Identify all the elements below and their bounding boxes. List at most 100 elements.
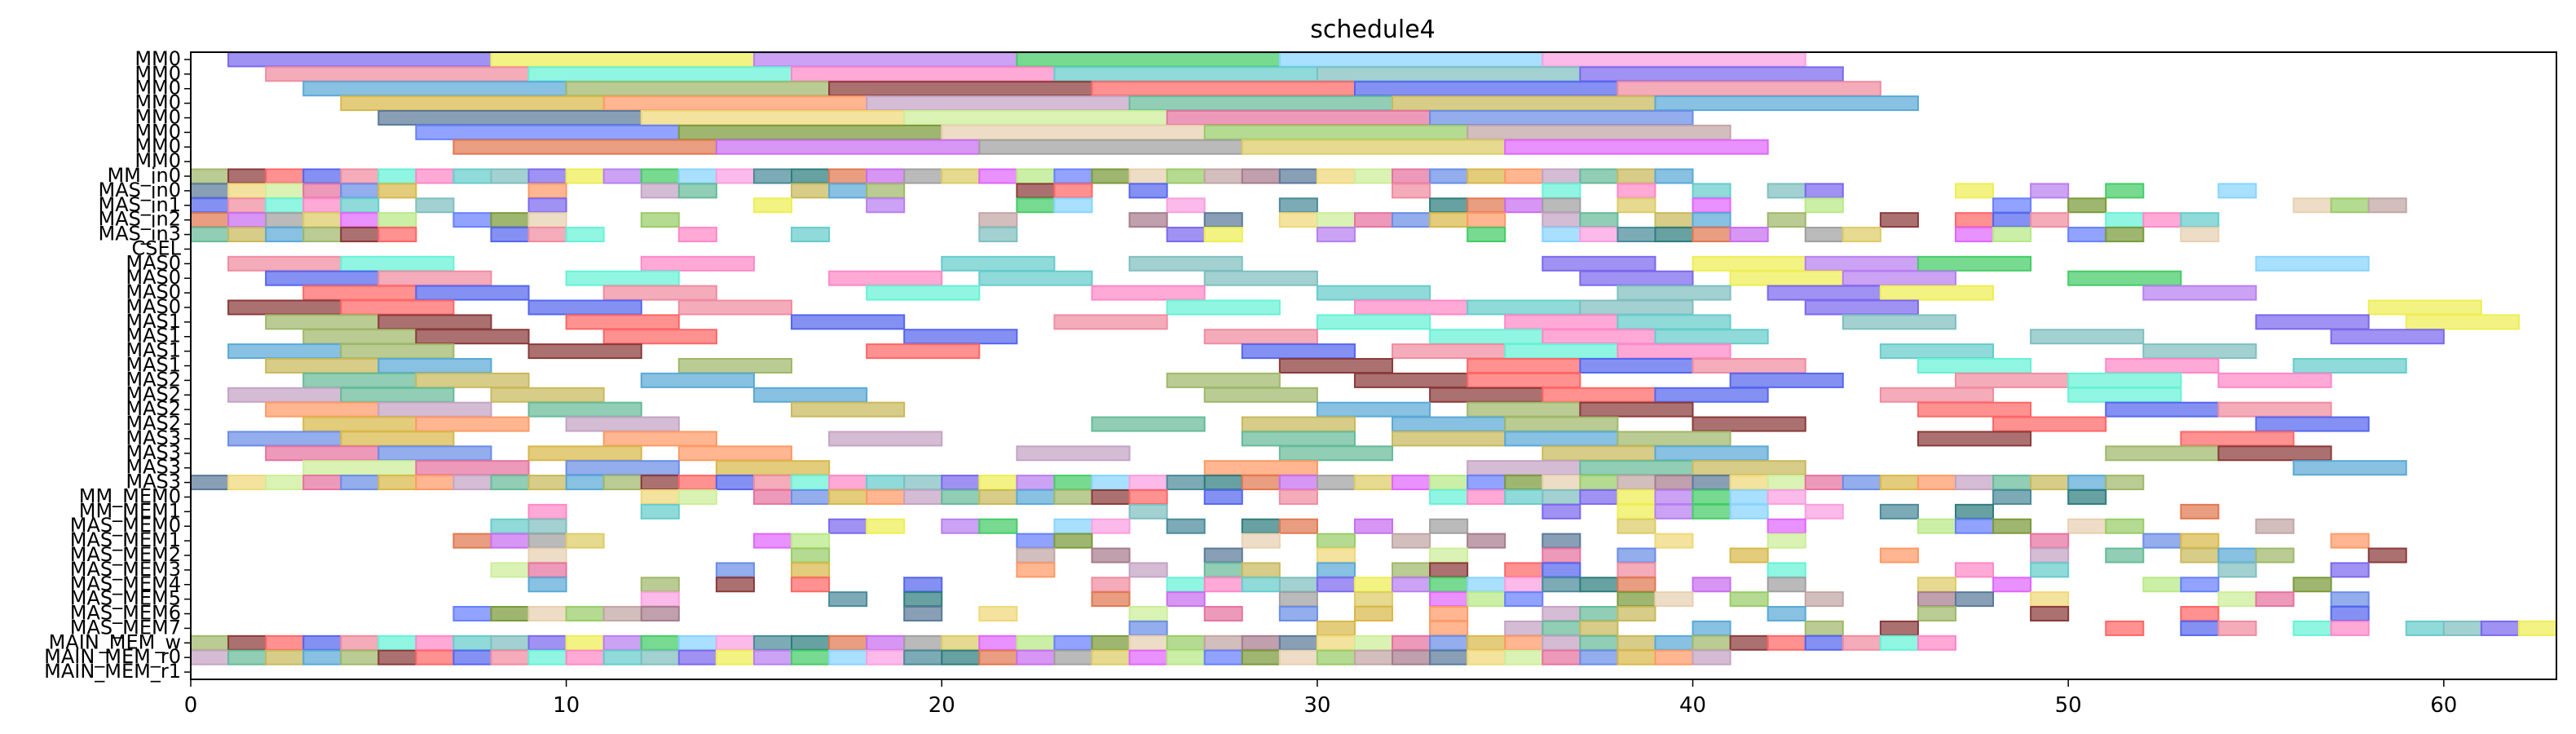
task-bar — [1429, 329, 1544, 345]
task-bar — [602, 168, 642, 184]
task-bar — [527, 547, 567, 564]
task-bar — [415, 635, 455, 651]
task-bar — [1729, 372, 1844, 388]
task-bar — [828, 649, 868, 665]
task-bar — [1804, 635, 1844, 651]
task-bar — [941, 475, 981, 491]
task-bar — [1579, 358, 1694, 374]
task-bar — [1203, 489, 1243, 505]
task-bar — [1579, 475, 1619, 491]
task-bar — [2255, 547, 2295, 564]
task-bar — [640, 649, 680, 665]
task-bar — [866, 183, 906, 199]
task-bar — [1128, 620, 1168, 636]
task-bar — [302, 649, 342, 665]
task-bar — [640, 591, 680, 608]
task-bar — [1203, 387, 1318, 403]
task-bar — [377, 445, 492, 462]
task-bar — [1467, 475, 1506, 491]
task-bar — [1954, 227, 1995, 243]
task-bar — [1504, 562, 1544, 578]
task-bar — [1917, 591, 1956, 608]
task-bar — [415, 372, 530, 388]
task-bar — [2067, 387, 2182, 403]
task-bar — [1053, 533, 1093, 549]
task-bar — [2217, 620, 2257, 636]
y-tick-label: MAS_MEM1 — [70, 528, 181, 551]
task-bar — [1917, 475, 1956, 491]
task-bar — [640, 577, 680, 593]
task-bar — [1504, 197, 1544, 214]
y-tick-label: MM_MEM1 — [79, 499, 181, 522]
task-bar — [1617, 343, 1731, 360]
task-bar — [2330, 606, 2370, 622]
task-bar — [2292, 197, 2332, 214]
x-tick-label: 60 — [2430, 693, 2457, 718]
task-bar — [1842, 227, 1881, 243]
task-bar — [1767, 518, 1806, 534]
task-bar — [2030, 212, 2070, 228]
task-bar — [527, 183, 567, 199]
task-bar — [340, 649, 380, 665]
x-tick-label: 10 — [553, 693, 580, 718]
task-bar — [1917, 518, 1956, 534]
task-bar — [941, 255, 1056, 272]
task-bar — [640, 255, 755, 272]
task-bar — [1241, 431, 1356, 447]
task-bar — [340, 387, 455, 403]
task-bar — [828, 183, 868, 199]
task-bar — [602, 475, 642, 491]
task-bar — [2405, 314, 2520, 330]
task-bar — [602, 95, 868, 112]
task-bar — [1467, 649, 1506, 665]
task-bar — [1241, 416, 1356, 432]
task-bar — [1392, 416, 1506, 432]
task-bar — [190, 635, 230, 651]
task-bar — [190, 183, 230, 199]
task-bar — [1353, 649, 1394, 665]
task-bar — [1692, 577, 1731, 593]
task-bar — [1617, 547, 1656, 564]
task-bar — [2255, 416, 2370, 432]
task-bar — [340, 212, 380, 228]
task-bar — [1392, 168, 1431, 184]
task-bar — [1016, 533, 1056, 549]
task-bar — [1654, 635, 1694, 651]
task-bar — [302, 475, 342, 491]
task-bar — [1053, 489, 1093, 505]
task-bar — [490, 649, 530, 665]
y-tick-label: MAS_MEM3 — [70, 558, 181, 581]
task-bar — [1091, 518, 1131, 534]
y-axis-ticks: MM0MM0MM0MM0MM0MM0MM0MM0MM_in0MAS_in0MAS… — [44, 47, 191, 683]
task-bar — [903, 649, 943, 665]
task-bar — [1203, 168, 1243, 184]
task-bar — [791, 314, 906, 330]
task-bar — [602, 635, 642, 651]
task-bar — [1429, 606, 1469, 622]
task-bar — [302, 212, 342, 228]
task-bar — [1091, 591, 1131, 608]
task-bar — [1842, 475, 1881, 491]
task-bar — [1617, 81, 1881, 97]
task-bar — [903, 329, 1018, 345]
task-bar — [1804, 475, 1844, 491]
task-bar — [866, 649, 906, 665]
task-bar — [2030, 606, 2070, 622]
task-bar — [1542, 197, 1581, 214]
task-bar — [1654, 503, 1694, 520]
task-bar — [1091, 489, 1131, 505]
task-bar — [415, 475, 455, 491]
x-tick-label: 30 — [1303, 693, 1330, 718]
task-bar — [715, 475, 755, 491]
task-bar — [227, 227, 267, 243]
task-bar — [1353, 212, 1394, 228]
task-bar — [2105, 183, 2145, 199]
task-bar — [565, 270, 680, 286]
task-bar — [1392, 533, 1431, 549]
y-tick-label: MAS_MEM7 — [70, 616, 181, 639]
task-bar — [1278, 212, 1318, 228]
task-bar — [1542, 387, 1656, 403]
task-bar — [1203, 606, 1243, 622]
y-tick-label: CSEL — [131, 237, 181, 259]
task-bar — [1729, 547, 1769, 564]
